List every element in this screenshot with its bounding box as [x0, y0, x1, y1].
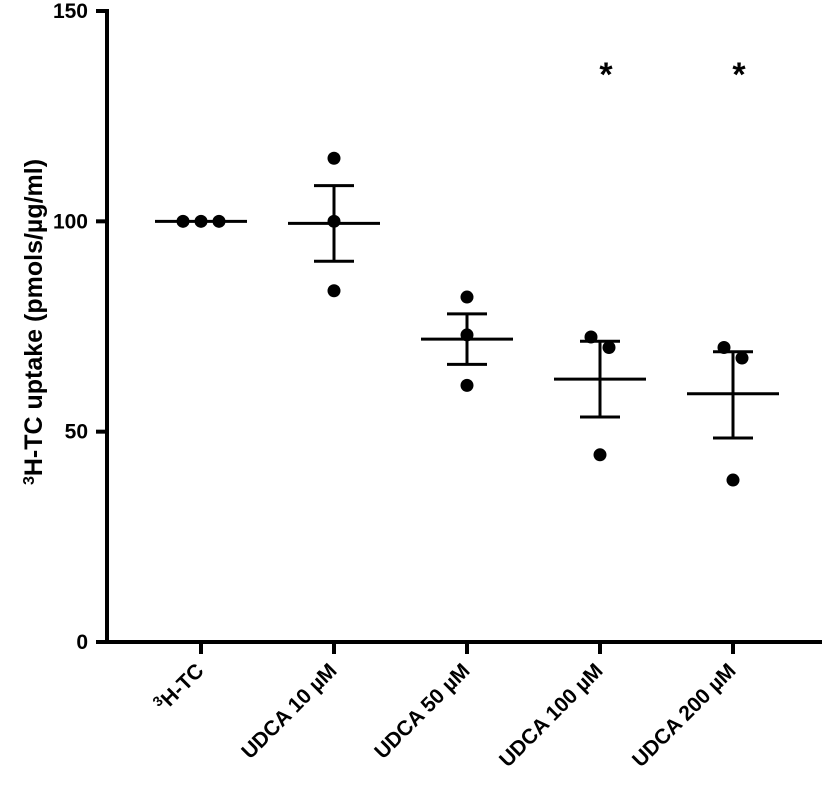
x-tick-label-text: UDCA 10 µM	[237, 659, 341, 763]
x-tick-label: UDCA 10 µM	[237, 659, 341, 763]
y-tick-label: 0	[76, 631, 88, 654]
data-point	[735, 351, 749, 365]
y-axis-label-text: H-TC uptake (pmols/µg/ml)	[20, 159, 48, 476]
plot-area: * *	[155, 56, 779, 487]
data-point	[327, 284, 341, 298]
significance-marker: *	[732, 56, 746, 94]
x-tick-label-text: UDCA 200 µM	[628, 659, 741, 772]
x-tick-label-text: H-TC	[157, 659, 209, 711]
data-point	[602, 341, 616, 355]
x-tick-label: UDCA 100 µM	[495, 659, 608, 772]
x-axis: 3H-TC UDCA 10 µM UDCA 50 µM UDCA 100 µM UDCA…	[105, 640, 822, 772]
data-point	[460, 378, 474, 392]
x-tick-label: UDCA 50 µM	[370, 659, 474, 763]
y-tick-label: 100	[53, 210, 88, 233]
x-tick-label-text: UDCA 100 µM	[495, 659, 608, 772]
y-tick-label: 150	[53, 0, 88, 23]
data-point	[327, 151, 341, 165]
data-point	[726, 473, 740, 487]
x-tick-label-text: UDCA 50 µM	[370, 659, 474, 763]
y-axis-label-superscript: 3	[21, 476, 38, 485]
data-point	[460, 290, 474, 304]
x-tick-label: 3H-TC	[149, 657, 208, 716]
x-tick-label: UDCA 200 µM	[628, 659, 741, 772]
data-point	[593, 448, 607, 462]
significance-marker: *	[599, 56, 613, 94]
y-axis: 0 50 100 150	[53, 0, 109, 654]
y-axis-label: 3H-TC uptake (pmols/µg/ml)	[20, 159, 48, 485]
y-tick-label: 50	[65, 421, 88, 444]
